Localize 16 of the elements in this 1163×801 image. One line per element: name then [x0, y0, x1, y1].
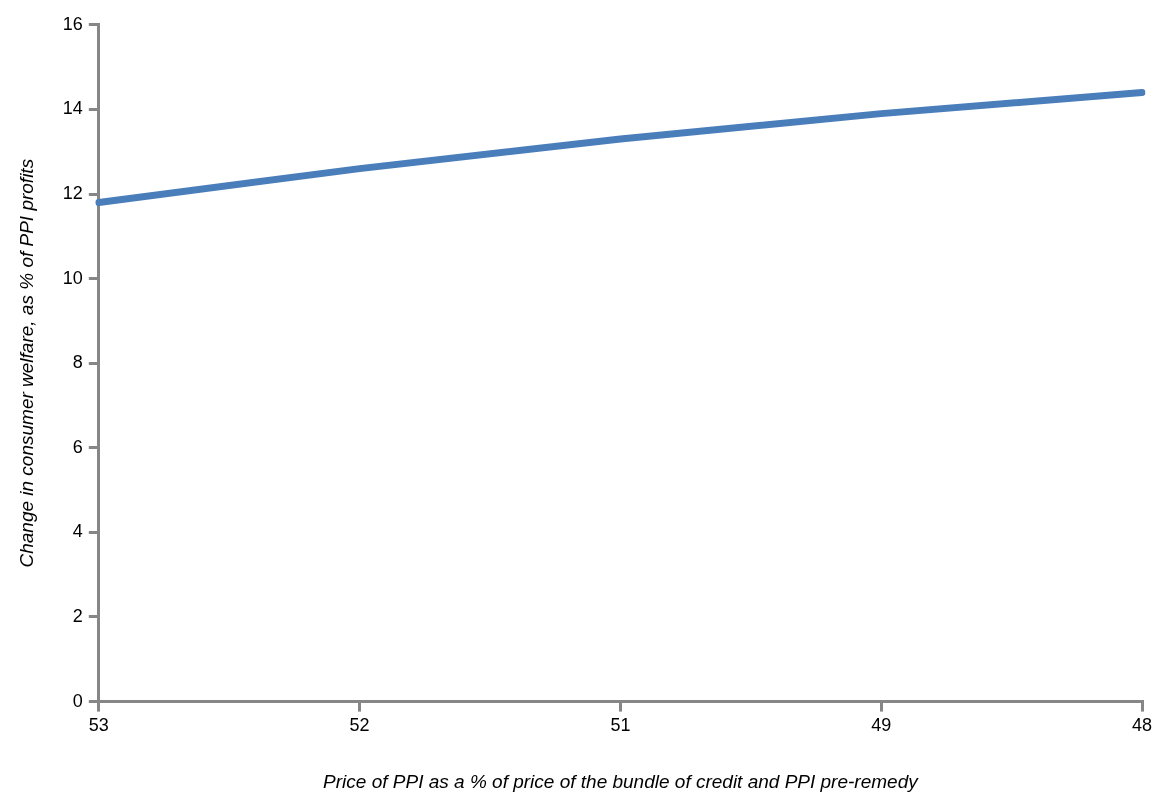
x-tick-label: 51 — [610, 715, 631, 736]
x-tick-label: 53 — [88, 715, 109, 736]
x-tick-label: 52 — [349, 715, 370, 736]
y-tick-label: 10 — [62, 267, 83, 288]
x-tick-label: 48 — [1131, 715, 1153, 736]
y-axis-title: Change in consumer welfare, as % of PPI profits — [15, 158, 37, 568]
x-tick-label: 49 — [871, 715, 892, 736]
y-tick-label: 4 — [72, 521, 83, 542]
y-tick-label: 12 — [62, 182, 83, 203]
x-axis-title: Price of PPI as a % of price of the bundle of credit and PPI pre-remedy — [323, 770, 920, 792]
y-tick-label: 2 — [72, 605, 83, 626]
y-tick-label: 0 — [72, 690, 83, 711]
y-tick-label: 6 — [72, 436, 83, 457]
y-tick-label: 16 — [62, 13, 83, 34]
y-tick-label: 14 — [62, 98, 83, 119]
y-tick-label: 8 — [72, 352, 83, 373]
